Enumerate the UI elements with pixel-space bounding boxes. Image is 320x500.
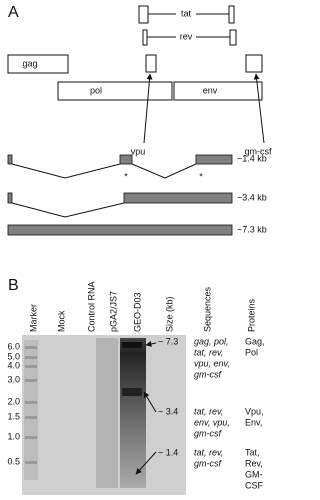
gene-box [229, 29, 237, 46]
marker-band [25, 461, 37, 464]
marker-size: 0.5 [7, 456, 20, 466]
gene-box [142, 29, 148, 46]
sequence: gm-csf [194, 369, 222, 379]
sequence: tat, rev, [194, 406, 223, 416]
exon [7, 224, 233, 236]
gene-label: gm-csf [245, 146, 272, 156]
sequence: tat, rev, [194, 347, 223, 357]
marker-band [25, 379, 37, 382]
gene-label: pol [90, 85, 102, 95]
sequence: vpu, env, [194, 358, 230, 368]
arrow [143, 73, 153, 144]
gene-box [57, 81, 173, 101]
marker-size: 3.0 [7, 374, 20, 384]
marker-size: 1.5 [7, 411, 20, 421]
protein: Env, [245, 417, 262, 427]
band-size: ~ 1.4 [158, 447, 178, 457]
column-label: Sequences [202, 286, 212, 332]
splice [11, 202, 125, 218]
band [122, 388, 142, 396]
panel-label: A [8, 4, 19, 21]
arrow [143, 391, 157, 413]
protein: GM- [245, 469, 263, 479]
band-size: ~ 7.3 [158, 336, 178, 346]
lane-label: Control RNA [86, 281, 96, 332]
sequence: gm-csf [194, 428, 222, 438]
transcript-size: ~7.3 kb [237, 224, 267, 234]
gene-box [138, 5, 149, 24]
column-label: Proteins [246, 298, 256, 332]
marker-band [25, 356, 37, 359]
transcript-size: ~1.4 kb [237, 153, 267, 163]
gene-label: vpu [131, 146, 146, 156]
lane-label: Mock [56, 310, 66, 332]
sequence: tat, rev, [194, 447, 223, 457]
lane-label: GEO-D03 [132, 292, 142, 332]
exon [7, 154, 13, 165]
gene-box [145, 54, 157, 73]
lane-label: pGA2/JS7 [108, 291, 118, 332]
lane [120, 338, 146, 488]
protein: CSF [245, 480, 264, 490]
marker-band [25, 346, 37, 349]
marker-size: 1.0 [7, 431, 20, 441]
band-size: ~ 3.4 [158, 406, 178, 416]
marker-size: 6.0 [7, 341, 20, 351]
gene-box [228, 5, 235, 24]
lane [24, 340, 38, 480]
asterisk: * [199, 171, 203, 181]
marker-size: 2.0 [7, 396, 20, 406]
splice [11, 163, 121, 179]
marker-band [25, 401, 37, 404]
sequence: gm-csf [194, 458, 222, 468]
exon [119, 154, 133, 165]
protein: Vpu, [245, 406, 264, 416]
arrow [135, 451, 157, 475]
exon [195, 154, 233, 165]
exon [123, 192, 233, 204]
gene-box [7, 54, 69, 74]
gene-label: rev [180, 31, 193, 41]
marker-band [25, 436, 37, 439]
gene-box [173, 81, 263, 101]
sequence: env, vpu, [194, 417, 230, 427]
arrow [253, 73, 265, 144]
protein: Gag, [245, 336, 265, 346]
band [122, 342, 142, 348]
splice [131, 163, 197, 179]
protein: Pol [245, 347, 258, 357]
gene-label: gag [22, 58, 37, 68]
lane [96, 338, 118, 488]
gene-box [245, 54, 263, 73]
marker-band [25, 365, 37, 368]
figure: A tat rev gag pol env vpu gm-csf * * ~1.… [7, 4, 272, 495]
sequence: gag, pol, [194, 336, 229, 346]
marker-size: 5.0 [7, 351, 20, 361]
gene-label: env [203, 85, 218, 95]
protein: Tat, [245, 447, 260, 457]
lane-label: Marker [28, 304, 38, 332]
gene-label: tat [181, 8, 192, 18]
marker-band [25, 416, 37, 419]
column-label: Size (kb) [164, 296, 174, 332]
marker-size: 4.0 [7, 360, 20, 370]
exon [7, 192, 13, 204]
transcript-size: ~3.4 kb [237, 192, 267, 202]
arrow [145, 340, 157, 347]
asterisk: * [124, 171, 128, 181]
panel-label: B [8, 277, 19, 294]
protein: Rev, [245, 458, 263, 468]
